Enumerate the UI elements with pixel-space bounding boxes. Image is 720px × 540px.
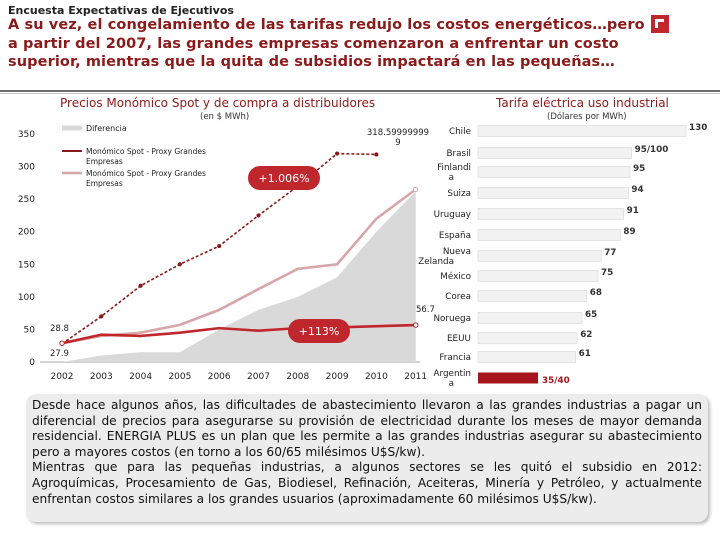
bar	[477, 351, 576, 363]
x-tick-label: 2007	[247, 372, 270, 382]
bar-category-label: Noruega	[433, 314, 471, 324]
line-point	[177, 262, 182, 267]
bar	[477, 229, 621, 241]
bar-category-label: Uruguay	[434, 210, 471, 220]
line-point	[138, 283, 143, 288]
data-label-end-top: 318.59999999 9	[367, 128, 429, 148]
bar-value-label: 95/100	[635, 145, 669, 155]
x-tick-label: 2010	[365, 372, 388, 382]
bar	[477, 312, 583, 324]
bar-category-label: Chile	[449, 127, 471, 137]
line-point	[217, 243, 222, 249]
headline: A su vez, el congelamiento de las tarifa…	[8, 17, 645, 70]
bar-value-label: 35/40	[542, 376, 570, 386]
y-tick-label: 250	[18, 195, 35, 205]
bar-category-label: Finlandi a	[437, 163, 471, 183]
y-tick-label: 300	[18, 163, 35, 173]
x-tick-label: 2011	[404, 372, 427, 382]
bar-category-label: Argentin a	[433, 369, 471, 389]
x-tick-label: 2009	[326, 372, 349, 382]
bar-value-label: 61	[579, 349, 591, 359]
bar	[477, 270, 599, 282]
line-point	[99, 314, 104, 319]
bar-value-label: 62	[580, 330, 592, 340]
bar	[477, 208, 624, 220]
bar-chart-subtitle: (Dólares por MWh)	[547, 112, 627, 122]
header-rule	[0, 90, 720, 92]
line-point	[413, 322, 419, 328]
y-tick-label: 350	[18, 130, 35, 140]
data-label-start-low: 27.9	[50, 349, 69, 359]
bar-category-label: España	[439, 231, 471, 241]
bar-category-label: Brasil	[446, 149, 471, 159]
section-label: Encuesta Expectativas de Ejecutivos	[8, 4, 234, 17]
bar-value-label: 91	[627, 206, 639, 216]
bar-value-label: 77	[604, 248, 616, 258]
annotation-badge-top	[248, 166, 320, 190]
line-series-3	[61, 323, 416, 345]
bar-category-label: EEUU	[447, 334, 471, 344]
legend-label: Diferencia	[86, 124, 127, 133]
bar-value-label: 94	[631, 185, 643, 195]
y-tick-label: 50	[24, 325, 36, 335]
area-diferencia	[62, 191, 416, 362]
x-tick-label: 2004	[129, 372, 152, 382]
bar	[477, 290, 588, 302]
bar-value-label: 75	[601, 268, 613, 278]
bar-value-label: 65	[585, 310, 597, 320]
explanation-box: Desde hace algunos años, las dificultade…	[26, 394, 708, 522]
line-point	[59, 340, 65, 346]
y-tick-label: 100	[18, 293, 35, 303]
line-chart-subtitle: (en $ MWh)	[200, 112, 250, 122]
x-tick-label: 2005	[168, 372, 191, 382]
bar-value-label: 95	[633, 164, 645, 174]
x-tick-label: 2006	[208, 372, 231, 382]
bar	[477, 332, 578, 344]
bar-category-label: Corea	[445, 292, 471, 302]
data-label-start-mid: 28.8	[50, 324, 69, 334]
line-point	[335, 151, 340, 156]
legend-label: Monómico Spot - Proxy Grandes Empresas	[86, 169, 206, 188]
bar	[477, 250, 602, 262]
logo-icon	[651, 15, 669, 33]
x-tick-label: 2002	[51, 372, 74, 382]
line-point	[256, 213, 261, 218]
annotation-text-top: +1.006%	[258, 172, 309, 185]
bar	[477, 166, 631, 178]
bar	[478, 372, 538, 384]
bar-category-label: México	[440, 271, 471, 282]
data-label-end-low: 56.7	[416, 305, 435, 315]
bar-category-label: Suiza	[447, 189, 471, 199]
legend-label: Monómico Spot - Proxy Grandes Empresas	[86, 147, 206, 166]
annotation-badge-bottom	[288, 319, 350, 343]
line-chart-title: Precios Monómico Spot y de compra a dist…	[60, 96, 376, 110]
bar-chart-title: Tarifa eléctrica uso industrial	[496, 96, 669, 110]
explanation-paragraph-1: Desde hace algunos años, las dificultade…	[32, 398, 702, 459]
bar-category-label: Francia	[439, 353, 471, 363]
bar-value-label: 68	[590, 288, 602, 298]
bar-value-label: 130	[689, 123, 707, 133]
y-tick-label: 0	[29, 358, 35, 368]
x-tick-label: 2008	[286, 372, 309, 382]
y-tick-label: 200	[18, 228, 35, 238]
annotation-text-bottom: +113%	[299, 325, 340, 338]
bar	[477, 187, 629, 199]
charts-svg: 0 50 100 150 200 250 300 350 2002 2003 2004 2005 200…	[18, 123, 708, 389]
bar-value-label: 89	[623, 227, 635, 237]
bar	[477, 147, 632, 159]
line-point	[413, 186, 419, 193]
bar-category-label: Nueva Zelanda	[418, 247, 471, 267]
header-rule-secondary	[0, 93, 720, 94]
line-point	[374, 152, 379, 157]
y-tick-label: 150	[18, 260, 35, 270]
bar	[477, 125, 687, 137]
explanation-paragraph-2: Mientras que para las pequeñas industria…	[32, 460, 702, 506]
x-tick-label: 2003	[90, 372, 113, 382]
